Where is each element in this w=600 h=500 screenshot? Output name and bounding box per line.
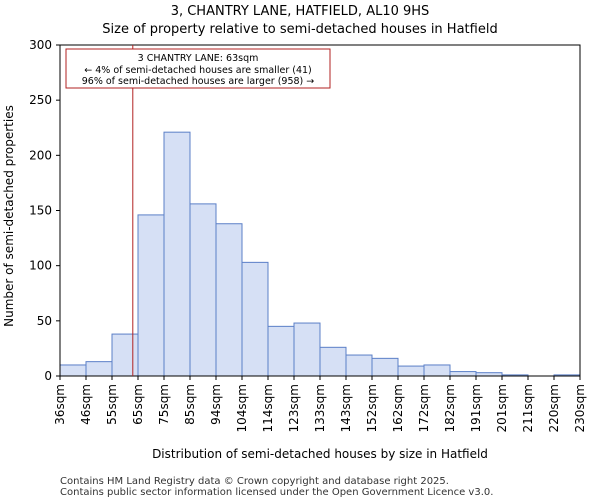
- x-tick-label: 94sqm: [209, 384, 223, 425]
- x-tick-label: 75sqm: [157, 384, 171, 425]
- y-tick-label: 200: [29, 148, 52, 162]
- histogram-bar: [137, 214, 165, 377]
- x-tick-label: 220sqm: [547, 384, 561, 432]
- x-tick-label: 172sqm: [417, 384, 431, 432]
- histogram-bar: [59, 364, 87, 377]
- histogram-bar: [319, 346, 347, 377]
- x-tick-label: 85sqm: [183, 384, 197, 425]
- chart-subtitle: Size of property relative to semi-detach…: [102, 22, 497, 37]
- histogram-bar: [397, 365, 425, 377]
- histogram-bar: [267, 325, 295, 377]
- x-tick-label: 143sqm: [339, 384, 353, 432]
- histogram-bar: [293, 322, 321, 377]
- x-tick-label: 133sqm: [313, 384, 327, 432]
- footer-line-2: Contains public sector information licen…: [60, 487, 493, 498]
- annotation-frame: [65, 48, 331, 89]
- histogram-bar: [215, 223, 243, 377]
- x-tick-label: 230sqm: [573, 384, 587, 432]
- histogram-bar: [449, 371, 477, 377]
- x-tick-label: 211sqm: [521, 384, 535, 432]
- histogram-bar: [371, 357, 399, 377]
- histogram-bar: [163, 131, 191, 377]
- annotation-line-2: ← 4% of semi-detached houses are smaller…: [84, 65, 312, 76]
- histogram-bar: [189, 203, 217, 377]
- x-tick-label: 55sqm: [105, 384, 119, 425]
- histogram-bar: [423, 364, 451, 377]
- x-tick-label: 201sqm: [495, 384, 509, 432]
- y-tick-label: 0: [44, 369, 52, 383]
- x-tick-label: 152sqm: [365, 384, 379, 432]
- annotation-line-1: 3 CHANTRY LANE: 63sqm: [138, 53, 259, 64]
- chart-title: 3, CHANTRY LANE, HATFIELD, AL10 9HS: [171, 4, 430, 19]
- histogram-bar: [241, 261, 269, 377]
- x-tick-label: 191sqm: [469, 384, 483, 432]
- y-tick-label: 250: [29, 93, 52, 107]
- annotation-box: 3 CHANTRY LANE: 63sqm ← 4% of semi-detac…: [65, 48, 331, 89]
- x-tick-label: 65sqm: [131, 384, 145, 425]
- histogram-bar: [345, 354, 373, 377]
- y-tick-label: 100: [29, 259, 52, 273]
- x-tick-label: 114sqm: [261, 384, 275, 432]
- footer-line-1: Contains HM Land Registry data © Crown c…: [60, 476, 449, 487]
- annotation-line-3: 96% of semi-detached houses are larger (…: [82, 76, 315, 87]
- x-tick-label: 182sqm: [443, 384, 457, 432]
- histogram-bar: [85, 361, 113, 377]
- y-tick-label: 300: [29, 38, 52, 52]
- histogram-bar: [111, 333, 139, 377]
- x-axis-label: Distribution of semi-detached houses by …: [152, 447, 488, 461]
- y-axis-label: Number of semi-detached properties: [2, 105, 16, 327]
- x-tick-label: 104sqm: [235, 384, 249, 432]
- y-tick-label: 150: [29, 204, 52, 218]
- x-axis-ticks: 36sqm 46sqm 55sqm 65sqm 75sqm 85sqm 94sqm 104sq…: [53, 376, 587, 432]
- y-tick-label: 50: [37, 314, 52, 328]
- x-tick-label: 123sqm: [287, 384, 301, 432]
- y-axis-ticks: 0 50 100 150 200 250 300: [29, 38, 60, 383]
- x-tick-label: 36sqm: [53, 384, 67, 425]
- x-tick-label: 162sqm: [391, 384, 405, 432]
- bars-group: [59, 131, 581, 377]
- x-tick-label: 46sqm: [79, 384, 93, 425]
